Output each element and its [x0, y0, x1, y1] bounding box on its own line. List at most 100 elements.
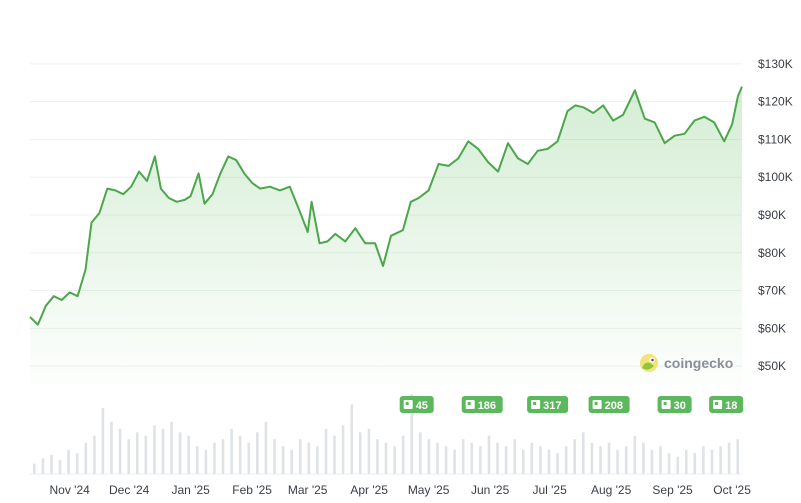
volume-bar	[204, 449, 208, 474]
volume-bar	[633, 435, 637, 474]
volume-bar	[153, 425, 156, 474]
news-icon-detail	[533, 402, 537, 405]
x-tick-label: Aug '25	[591, 483, 632, 497]
volume-bar	[736, 439, 739, 474]
y-tick-label: $80K	[758, 246, 786, 260]
volume-bar	[101, 407, 105, 474]
volume-bar	[58, 460, 62, 474]
event-badges[interactable]: 45 186 317 208 30 18	[399, 396, 744, 413]
volume-bar	[230, 428, 233, 474]
x-tick-label: Oct '25	[713, 483, 751, 497]
badge-count: 30	[674, 400, 686, 412]
volume-bar	[264, 421, 268, 474]
watermark-text: coingecko	[664, 355, 733, 371]
volume-bar	[376, 439, 379, 474]
volume-bar	[290, 449, 293, 474]
volume-bar	[281, 446, 285, 474]
gecko-logo-pupil	[651, 358, 654, 362]
news-icon-detail	[405, 402, 409, 405]
volume-bar	[50, 454, 53, 474]
volume-bar	[144, 435, 148, 474]
coingecko-watermark: coingecko	[640, 354, 733, 372]
volume-bar	[642, 442, 645, 474]
volume-bar	[298, 439, 302, 474]
event-badge[interactable]: 45	[399, 396, 434, 413]
volume-bar	[341, 425, 345, 474]
volume-bar	[247, 442, 251, 474]
volume-bar	[359, 432, 362, 474]
volume-bar	[161, 428, 165, 474]
volume-bar	[599, 446, 602, 474]
volume-bar	[539, 446, 542, 474]
event-badge[interactable]: 186	[461, 396, 503, 413]
volume-bar	[67, 449, 70, 474]
event-badge[interactable]: 30	[657, 396, 692, 413]
badge-count: 317	[543, 400, 561, 412]
volume-bar	[573, 439, 576, 474]
volume-bar	[453, 449, 456, 474]
volume-bar	[93, 435, 96, 474]
volume-bar	[110, 421, 113, 474]
volume-bar	[479, 446, 482, 474]
gecko-logo-leaf	[642, 362, 654, 370]
x-tick-label: Apr '25	[350, 483, 388, 497]
volume-bar	[616, 449, 619, 474]
x-tick-label: Mar '25	[288, 483, 328, 497]
x-tick-label: May '25	[408, 483, 450, 497]
y-tick-label: $90K	[758, 208, 786, 222]
volume-bar	[384, 442, 388, 474]
x-tick-label: Jul '25	[532, 483, 567, 497]
event-badge[interactable]: 317	[527, 396, 569, 413]
volume-bar	[496, 442, 499, 474]
y-tick-label: $50K	[758, 359, 786, 373]
volume-bar	[530, 442, 534, 474]
volume-bar	[470, 442, 474, 474]
event-badge[interactable]: 18	[709, 396, 744, 413]
event-badge[interactable]: 208	[588, 396, 630, 413]
volume-bar	[221, 439, 225, 474]
x-tick-label: Jun '25	[471, 483, 510, 497]
volume-bar	[556, 453, 559, 474]
x-tick-label: Nov '24	[50, 483, 91, 497]
volume-bar	[582, 432, 585, 474]
price-area	[30, 86, 742, 385]
y-tick-label: $100K	[758, 170, 793, 184]
volume-bar	[333, 435, 336, 474]
y-axis-ticks: $130K $120K $110K $100K $90K $80K $70K $60K $50K	[758, 57, 793, 373]
volume-bar	[75, 453, 79, 474]
volume-bar	[659, 446, 662, 474]
y-tick-label: $60K	[758, 321, 786, 335]
volume-bar	[118, 428, 122, 474]
x-tick-label: Jan '25	[171, 483, 210, 497]
volume-bar	[624, 446, 628, 474]
volume-bar	[135, 432, 139, 474]
volume-bar	[350, 404, 353, 474]
volume-bar	[410, 394, 413, 474]
news-icon-detail	[663, 402, 667, 405]
volume-bar	[401, 435, 405, 474]
volume-bar	[607, 442, 611, 474]
volume-bar	[419, 432, 422, 474]
volume-bar	[187, 435, 190, 474]
volume-bars	[33, 394, 739, 474]
volume-bar	[238, 435, 242, 474]
volume-bar	[702, 446, 705, 474]
volume-bar	[710, 449, 714, 474]
volume-bar	[84, 442, 88, 474]
volume-bar	[178, 432, 182, 474]
y-tick-label: $110K	[758, 132, 792, 146]
volume-bar	[719, 446, 722, 474]
volume-bar	[436, 442, 439, 474]
news-icon-detail	[467, 402, 471, 405]
volume-bar	[564, 446, 568, 474]
badge-count: 186	[478, 400, 496, 412]
volume-bar	[590, 442, 594, 474]
badge-count: 208	[605, 400, 623, 412]
volume-bar	[461, 439, 465, 474]
volume-bar	[693, 453, 697, 474]
volume-bar	[307, 442, 311, 474]
x-axis-ticks: Nov '24 Dec '24 Jan '25 Feb '25 Mar '25 Apr '…	[50, 483, 752, 497]
volume-bar	[170, 421, 173, 474]
news-icon-detail	[715, 402, 719, 405]
